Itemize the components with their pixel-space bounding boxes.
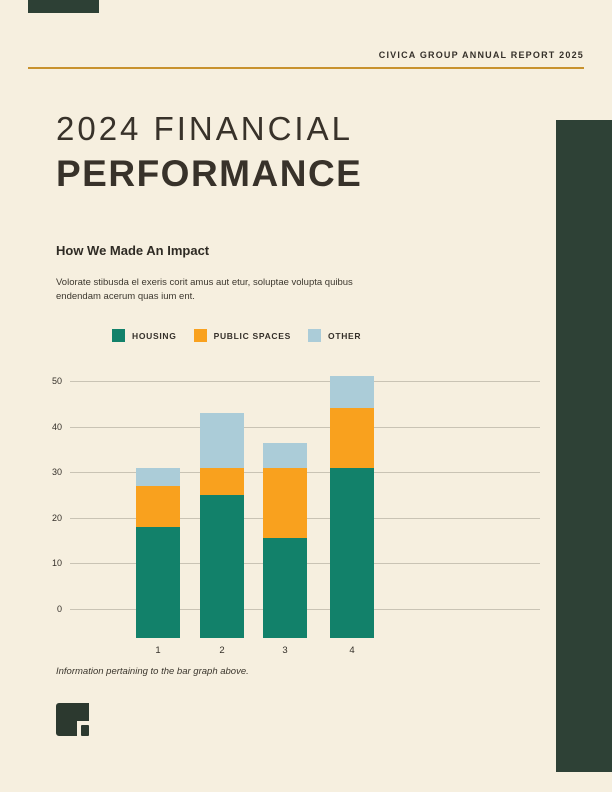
x-tick-label: 2	[219, 645, 225, 656]
legend-swatch	[193, 329, 207, 342]
gridline	[70, 609, 540, 610]
section-heading: How We Made An Impact	[56, 243, 210, 258]
header-divider	[28, 67, 584, 69]
legend-item: HOUSING	[112, 329, 177, 342]
chart-legend: HOUSING PUBLIC SPACES OTHER	[112, 329, 361, 342]
legend-swatch	[112, 329, 125, 342]
top-corner-block	[28, 0, 99, 13]
bar-segment	[330, 467, 374, 638]
bar-segment	[330, 408, 374, 468]
y-tick-label: 10	[51, 558, 62, 569]
gridline	[70, 563, 540, 565]
bar-segment	[200, 412, 244, 468]
y-tick-label: 0	[56, 604, 62, 614]
civica-logo-mark	[56, 703, 89, 736]
bar-segment	[263, 442, 307, 468]
section-body: Volorate stibusda el exeris corit amus a…	[56, 277, 353, 303]
y-tick-label: 30	[51, 467, 62, 478]
bar-segment	[263, 467, 307, 539]
legend-item: PUBLIC SPACES	[193, 329, 292, 342]
y-tick-label: 20	[51, 512, 62, 523]
legend-label: PUBLIC SPACES	[213, 330, 292, 341]
gridline	[70, 517, 540, 519]
x-tick-label: 1	[155, 645, 161, 656]
bar-segment	[330, 376, 374, 409]
y-tick-label: 40	[51, 421, 62, 432]
legend-label: OTHER	[328, 330, 362, 341]
gridline	[70, 381, 540, 382]
gridline	[70, 426, 540, 428]
bar-segment	[263, 538, 307, 638]
x-tick-label: 4	[349, 645, 355, 656]
bar-segment	[136, 467, 180, 486]
legend-swatch	[308, 329, 322, 342]
legend-item: OTHER	[308, 329, 361, 342]
title-line-2: PERFORMANCE	[56, 153, 363, 194]
bar-segment	[200, 495, 244, 638]
gridline	[70, 472, 540, 474]
legend-label: HOUSING	[132, 330, 177, 341]
civica-logo-icon	[56, 703, 89, 736]
right-accent-panel	[556, 120, 612, 772]
report-header-label: CIVICA GROUP ANNUAL REPORT 2025	[378, 50, 584, 60]
bar-segment	[136, 485, 180, 527]
title-line-1: 2024 FINANCIAL	[56, 110, 353, 147]
chart-caption: Information pertaining to the bar graph …	[56, 666, 249, 677]
y-tick-label: 50	[51, 376, 62, 386]
x-tick-label: 3	[282, 645, 288, 656]
bar-segment	[136, 526, 180, 638]
page-title: 2024 FINANCIAL PERFORMANCE	[56, 110, 362, 195]
bar-segment	[200, 467, 244, 495]
